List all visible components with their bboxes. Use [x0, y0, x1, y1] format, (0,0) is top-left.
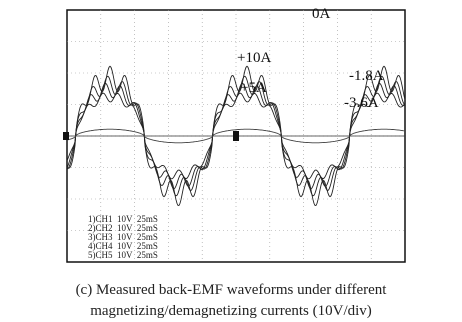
waveform-label: +10A [237, 50, 271, 66]
waveform-label: -1.8A [349, 68, 384, 84]
figure: +10A 0A -1.8A +5A -3.6A 1)CH1 10V 25mS 2… [0, 0, 462, 322]
caption-line: (c) Measured back-EMF waveforms under di… [0, 282, 462, 299]
waveform-label: 0A [312, 6, 331, 22]
channel-info: 5)CH5 10V 25mS [88, 250, 158, 260]
marker [63, 132, 69, 140]
marker [233, 131, 239, 141]
caption-line: magnetizing/demagnetizing currents (10V/… [0, 303, 462, 320]
waveform-label: -3.6A [344, 95, 379, 111]
waveform-label: +5A [240, 80, 267, 96]
oscilloscope-screen: +10A 0A -1.8A +5A -3.6A 1)CH1 10V 25mS 2… [0, 0, 462, 270]
